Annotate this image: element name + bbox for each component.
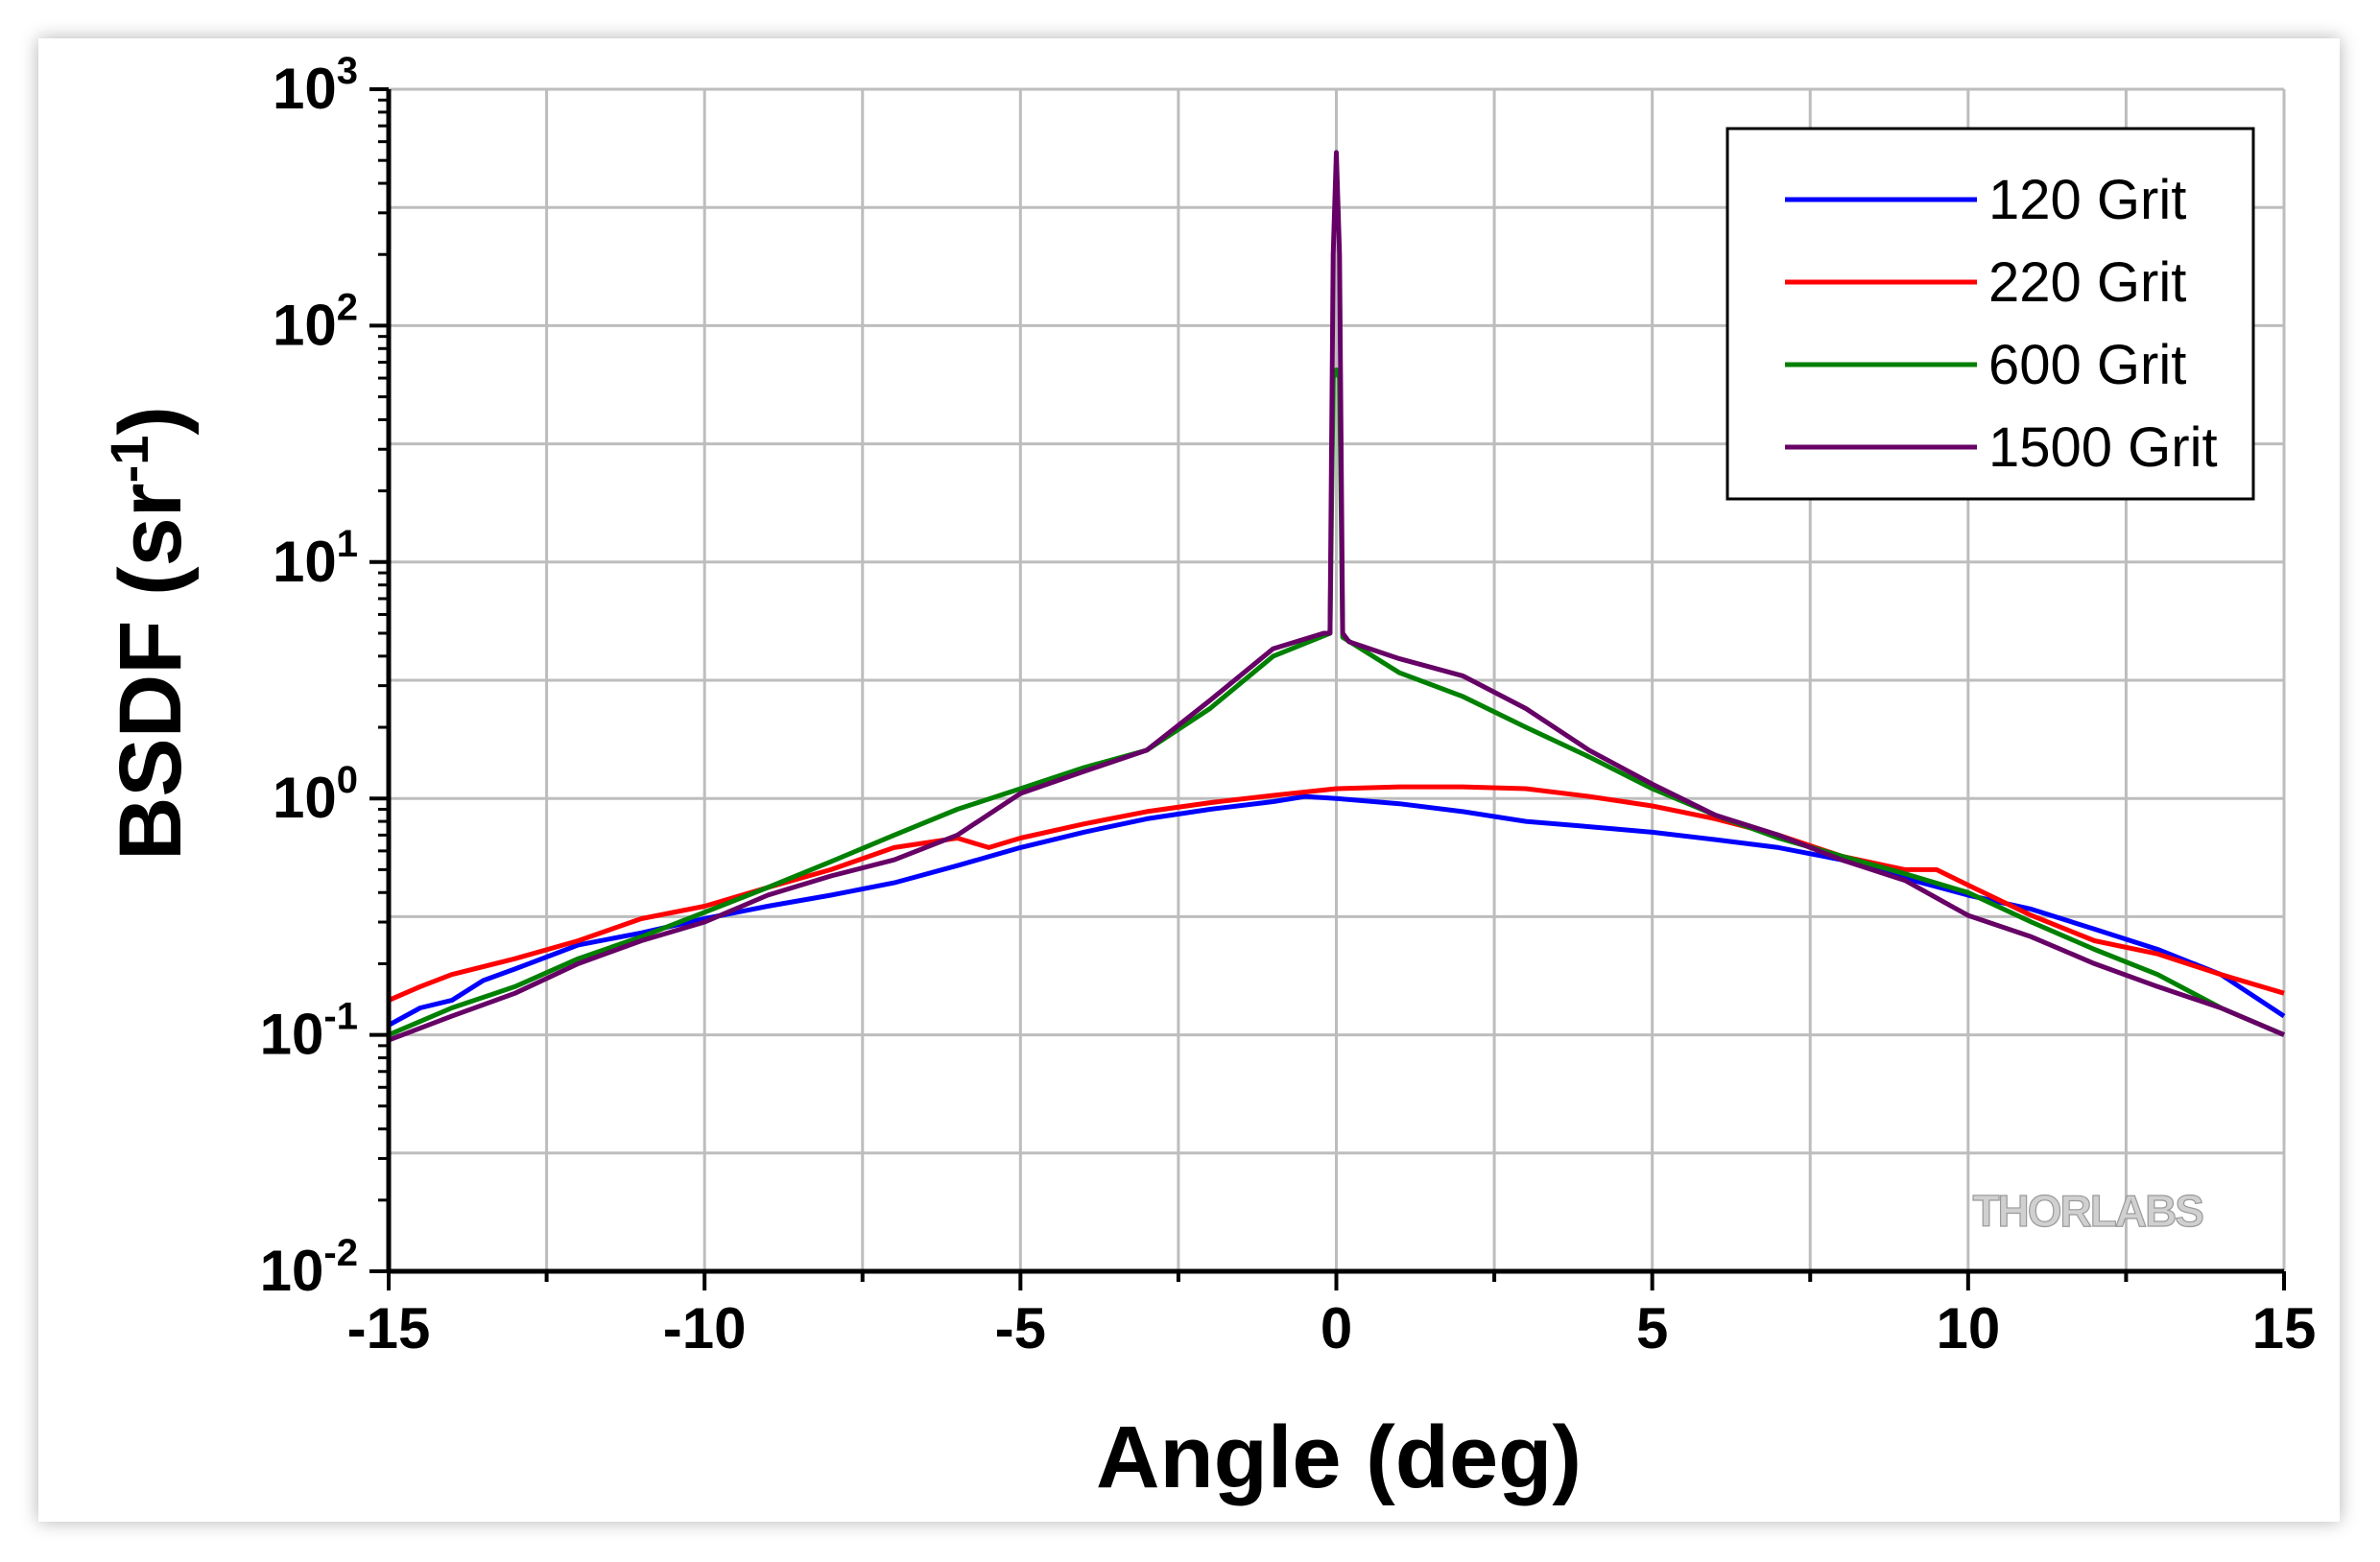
y-tick-label-exponent: -1 [323, 996, 358, 1038]
series-line-1500-grit [388, 150, 2285, 1043]
y-tick-label-exponent: 3 [337, 50, 358, 92]
x-axis-title: Angle (deg) [1096, 1408, 1582, 1506]
x-tick-label: -10 [663, 1296, 747, 1361]
y-tick-label-base: 10 [273, 293, 337, 357]
y-tick-label-exponent: -2 [323, 1232, 358, 1274]
y-tick-label: 100 [273, 759, 358, 830]
x-tick-label: 0 [1321, 1296, 1352, 1361]
x-tick-label: -15 [347, 1296, 431, 1361]
y-axis-title: BSDF (sr-1) [99, 406, 200, 861]
y-tick-label-base: 10 [273, 530, 337, 594]
x-tick-label: 5 [1636, 1296, 1668, 1361]
legend-label-1500-grit: 1500 Grit [1988, 416, 2218, 479]
y-tick-label: 10-1 [260, 996, 358, 1067]
series-line-120-grit [387, 793, 2286, 1028]
series-layer [387, 150, 2286, 1043]
y-tick-label-base: 10 [260, 1003, 324, 1067]
tick-marks [369, 87, 2286, 1290]
series-line-600-grit [388, 367, 2285, 1037]
figure-frame: -15 -10 -5 0 5 10 15 10-2 10-1 100 101 102 103 Angl… [38, 38, 2340, 1522]
y-axis-title-sup: -1 [99, 436, 159, 484]
y-tick-label-exponent: 1 [337, 523, 358, 565]
y-tick-label-exponent: 2 [337, 286, 358, 328]
x-tick-label: -5 [995, 1296, 1046, 1361]
x-tick-labels: -15 -10 -5 0 5 10 15 [347, 1296, 2317, 1361]
legend-box [1726, 127, 2255, 501]
legend-label-220-grit: 220 Grit [1988, 251, 2186, 314]
y-tick-label: 102 [273, 286, 358, 357]
y-tick-label-base: 10 [273, 766, 337, 830]
y-tick-label-exponent: 0 [337, 759, 358, 801]
legend: 120 Grit 220 Grit 600 Grit 1500 Grit [1726, 127, 2255, 501]
y-tick-label: 10-2 [260, 1232, 358, 1303]
legend-label-120-grit: 120 Grit [1988, 169, 2186, 231]
y-axis-title-main: BSDF (sr [102, 483, 200, 861]
y-tick-label: 101 [273, 523, 358, 594]
series-line-220-grit [388, 784, 2285, 1003]
thorlabs-watermark: THORLABS [1972, 1186, 2202, 1236]
y-tick-label: 103 [273, 50, 358, 121]
x-tick-label: 10 [1936, 1296, 2000, 1361]
y-tick-label-base: 10 [260, 1239, 324, 1303]
y-axis-title-close: ) [102, 406, 200, 436]
y-tick-label-base: 10 [273, 57, 337, 121]
legend-label-600-grit: 600 Grit [1988, 334, 2186, 396]
x-tick-label: 15 [2252, 1296, 2317, 1361]
